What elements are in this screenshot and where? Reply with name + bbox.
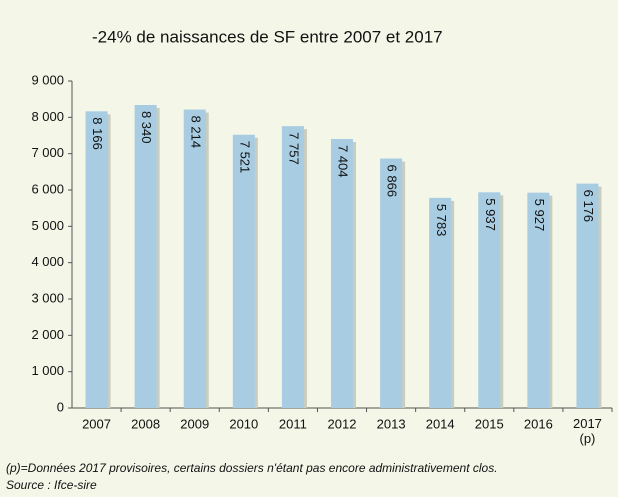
value-label: 8 214 — [188, 116, 203, 149]
bar — [380, 158, 403, 408]
x-tick-label: 2014 — [426, 416, 455, 431]
x-tick-label: 2017 (p) — [573, 416, 602, 446]
x-tick-label: 2011 — [279, 416, 307, 431]
y-tick-label: 3 000 — [31, 290, 64, 305]
source: Source : Ifce-sire — [6, 478, 97, 492]
value-label: 5 927 — [532, 199, 547, 232]
value-label: 8 340 — [139, 111, 154, 144]
y-tick-label: 8 000 — [31, 109, 64, 124]
bar — [134, 104, 157, 408]
x-tick-label: 2013 — [377, 416, 406, 431]
bar — [232, 134, 255, 408]
bar — [281, 126, 304, 409]
value-label: 6 176 — [581, 190, 596, 223]
bar — [429, 197, 452, 408]
value-label: 7 757 — [286, 132, 301, 165]
value-label: 7 521 — [237, 141, 252, 174]
value-label: 5 937 — [483, 198, 498, 231]
y-tick-label: 2 000 — [31, 327, 64, 342]
x-tick-label: 2015 — [475, 416, 504, 431]
footnote: (p)=Données 2017 provisoires, certains d… — [6, 461, 498, 475]
bar — [478, 192, 501, 408]
x-tick-label: 2010 — [229, 416, 258, 431]
value-label: 5 783 — [434, 204, 449, 237]
x-tick-label: 2016 — [524, 416, 553, 431]
y-tick-label: 0 — [57, 399, 64, 414]
x-tick-label: 2008 — [131, 416, 160, 431]
value-label: 6 866 — [385, 165, 400, 198]
y-tick-label: 6 000 — [31, 181, 64, 196]
y-tick-label: 4 000 — [31, 254, 64, 269]
bar — [527, 192, 550, 408]
bar — [85, 111, 108, 408]
value-label: 7 404 — [336, 145, 351, 178]
bar — [331, 138, 353, 408]
x-tick-label: 2009 — [180, 416, 209, 431]
y-tick-label: 1 000 — [31, 363, 64, 378]
x-tick-label: 2012 — [328, 416, 357, 431]
value-label: 8 166 — [90, 117, 105, 150]
bar — [576, 183, 599, 408]
chart-title: -24% de naissances de SF entre 2007 et 2… — [92, 27, 443, 46]
y-tick-label: 5 000 — [31, 218, 64, 233]
x-tick-label: 2007 — [82, 416, 111, 431]
y-tick-label: 9 000 — [31, 72, 64, 87]
y-tick-label: 7 000 — [31, 145, 64, 160]
bar — [183, 109, 206, 409]
